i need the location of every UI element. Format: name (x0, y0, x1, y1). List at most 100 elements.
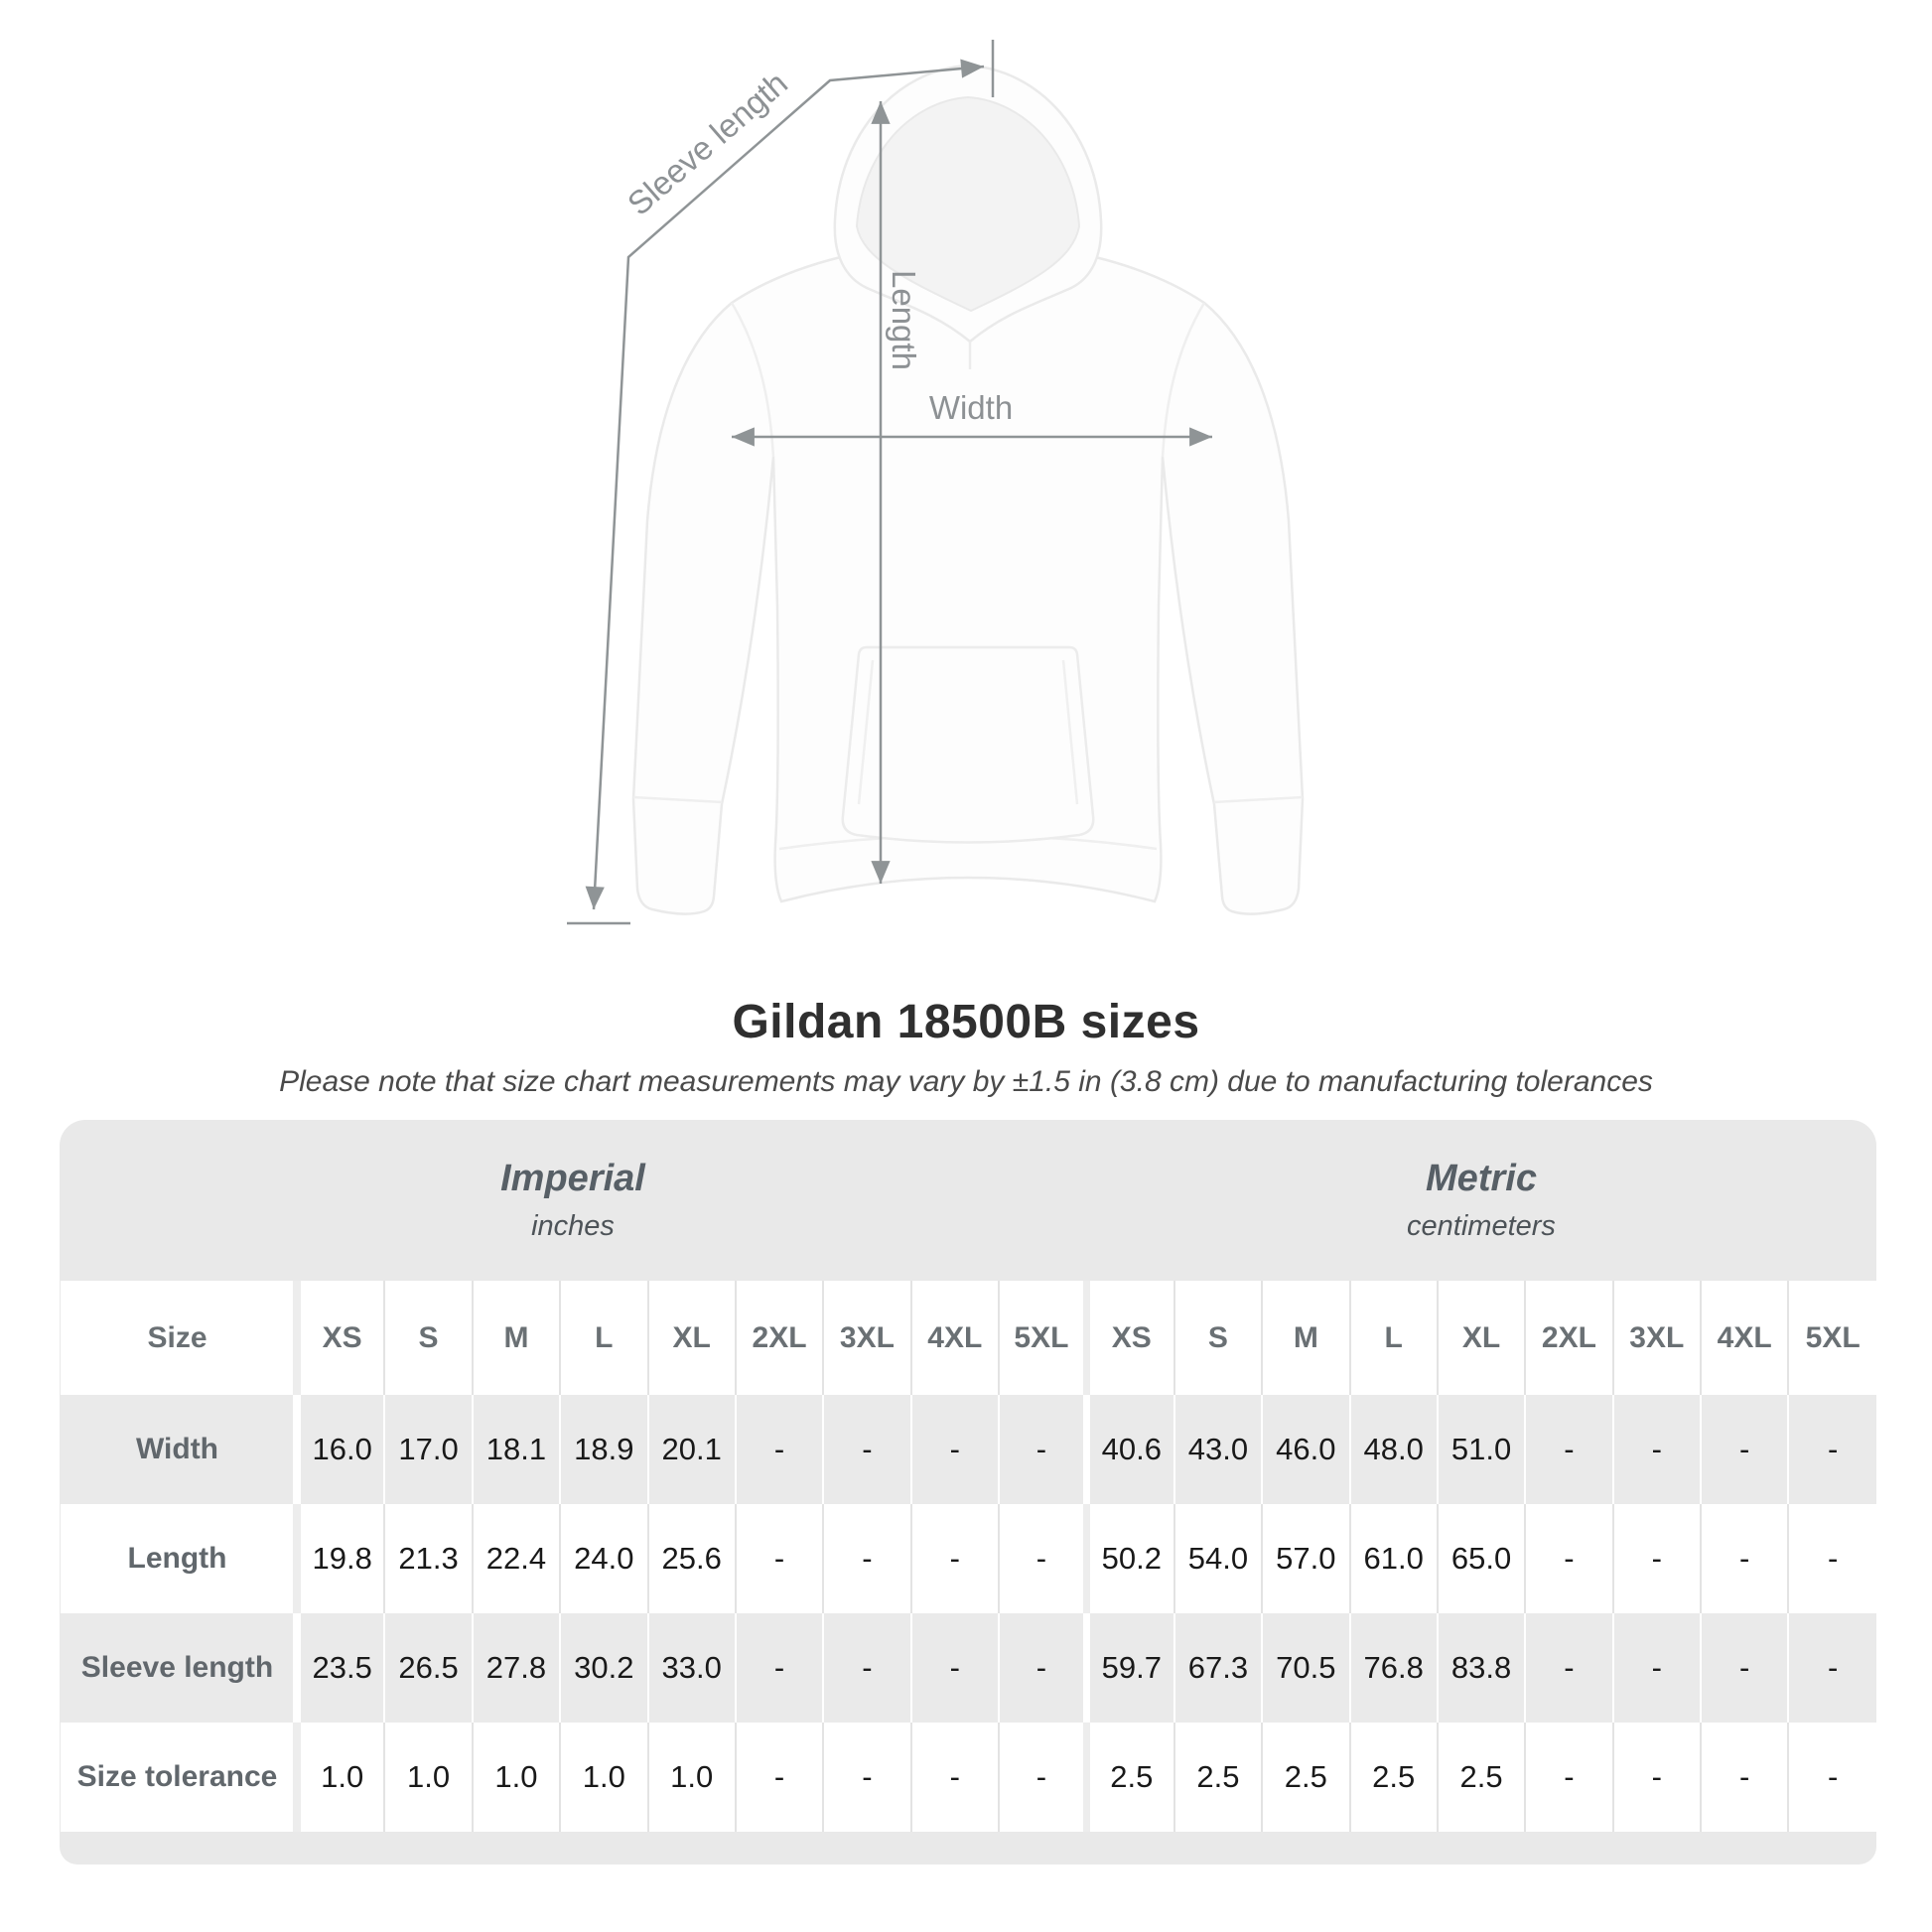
value-cell: - (997, 1504, 1087, 1613)
size-header-cell: 4XL (909, 1281, 999, 1395)
metric-unit: centimeters (1407, 1210, 1556, 1242)
value-cell: 25.6 (646, 1504, 736, 1613)
sleeve-length-arrow (567, 40, 995, 925)
value-cell: - (1611, 1395, 1701, 1504)
size-header-cell: XL (1436, 1281, 1526, 1395)
value-cell: - (734, 1395, 824, 1504)
size-header-cell: 5XL (997, 1281, 1087, 1395)
sleeve-length-label: Sleeve length (621, 65, 794, 222)
metric-label: Metric (1426, 1158, 1537, 1199)
value-cell: 17.0 (383, 1395, 473, 1504)
value-cell: - (1611, 1504, 1701, 1613)
value-cell: 50.2 (1082, 1504, 1174, 1613)
value-cell: - (909, 1504, 999, 1613)
value-cell: - (909, 1723, 999, 1832)
value-cell: - (1699, 1613, 1789, 1723)
size-table: Size XS S M L XL 2XL 3XL 4XL 5XL XS S M … (60, 1281, 1876, 1832)
value-cell: 43.0 (1173, 1395, 1263, 1504)
value-cell: 18.1 (471, 1395, 561, 1504)
size-header-cell: 3XL (822, 1281, 911, 1395)
value-cell: 59.7 (1082, 1613, 1174, 1723)
table-row-length: Length 19.8 21.3 22.4 24.0 25.6 - - - - … (61, 1504, 1876, 1613)
value-cell: - (1611, 1723, 1701, 1832)
size-header-cell: XL (646, 1281, 736, 1395)
value-cell: 1.0 (383, 1723, 473, 1832)
value-cell: - (822, 1504, 911, 1613)
size-header-row: Size XS S M L XL 2XL 3XL 4XL 5XL XS S M … (61, 1281, 1876, 1395)
value-cell: 18.9 (559, 1395, 648, 1504)
value-cell: 83.8 (1436, 1613, 1526, 1723)
row-label: Length (127, 1542, 227, 1575)
size-header-cell: 2XL (1524, 1281, 1613, 1395)
value-cell: - (1524, 1613, 1613, 1723)
value-cell: 46.0 (1261, 1395, 1350, 1504)
value-cell: 51.0 (1436, 1395, 1526, 1504)
size-header-cell: L (1348, 1281, 1438, 1395)
value-cell: - (1699, 1504, 1789, 1613)
value-cell: 19.8 (292, 1504, 385, 1613)
value-cell: - (997, 1613, 1087, 1723)
size-chart-card: Imperial inches Metric centimeters Size … (60, 1120, 1876, 1864)
row-label: Sleeve length (80, 1651, 274, 1684)
value-cell: - (734, 1504, 824, 1613)
value-cell: 2.5 (1082, 1723, 1174, 1832)
value-cell: 48.0 (1348, 1395, 1438, 1504)
size-header-cell: 5XL (1787, 1281, 1876, 1395)
value-cell: - (1699, 1395, 1789, 1504)
value-cell: 70.5 (1261, 1613, 1350, 1723)
size-header-cell: L (559, 1281, 648, 1395)
size-header-cell: 2XL (734, 1281, 824, 1395)
page-title: Gildan 18500B sizes (732, 996, 1200, 1048)
size-header-cell: S (1173, 1281, 1263, 1395)
value-cell: 2.5 (1261, 1723, 1350, 1832)
width-label: Width (929, 389, 1013, 426)
value-cell: 20.1 (646, 1395, 736, 1504)
value-cell: 2.5 (1436, 1723, 1526, 1832)
title-block: Gildan 18500B sizes Please note that siz… (0, 995, 1932, 1099)
size-header-cell: S (383, 1281, 473, 1395)
value-cell: 54.0 (1173, 1504, 1263, 1613)
value-cell: - (997, 1395, 1087, 1504)
imperial-label: Imperial (500, 1158, 645, 1199)
value-cell: 1.0 (559, 1723, 648, 1832)
value-cell: - (909, 1613, 999, 1723)
value-cell: 40.6 (1082, 1395, 1174, 1504)
value-cell: - (1787, 1723, 1876, 1832)
table-row-width: Width 16.0 17.0 18.1 18.9 20.1 - - - - 4… (61, 1395, 1876, 1504)
size-header-cell: M (471, 1281, 561, 1395)
value-cell: 61.0 (1348, 1504, 1438, 1613)
value-cell: - (1611, 1613, 1701, 1723)
metric-group: Metric centimeters (1086, 1158, 1876, 1243)
size-header-cell: 4XL (1699, 1281, 1789, 1395)
value-cell: 1.0 (471, 1723, 561, 1832)
value-cell: - (1524, 1504, 1613, 1613)
length-label: Length (886, 270, 922, 370)
value-cell: - (822, 1723, 911, 1832)
value-cell: 24.0 (559, 1504, 648, 1613)
row-label: Width (135, 1433, 219, 1465)
value-cell: - (1787, 1613, 1876, 1723)
value-cell: - (822, 1613, 911, 1723)
value-cell: 65.0 (1436, 1504, 1526, 1613)
value-cell: 2.5 (1348, 1723, 1438, 1832)
hoodie-illustration: Sleeve length Length Width (567, 40, 1305, 925)
value-cell: 67.3 (1173, 1613, 1263, 1723)
imperial-group: Imperial inches (60, 1158, 1086, 1243)
value-cell: - (734, 1613, 824, 1723)
value-cell: - (734, 1723, 824, 1832)
hoodie-shape (631, 64, 1305, 915)
value-cell: - (997, 1723, 1087, 1832)
value-cell: 76.8 (1348, 1613, 1438, 1723)
size-header-cell: 3XL (1611, 1281, 1701, 1395)
value-cell: - (1524, 1395, 1613, 1504)
value-cell: - (1524, 1723, 1613, 1832)
value-cell: 57.0 (1261, 1504, 1350, 1613)
row-label: Size tolerance (76, 1760, 278, 1793)
value-cell: 23.5 (292, 1613, 385, 1723)
value-cell: 22.4 (471, 1504, 561, 1613)
value-cell: 1.0 (646, 1723, 736, 1832)
value-cell: 27.8 (471, 1613, 561, 1723)
size-header-cell: XS (292, 1281, 385, 1395)
value-cell: 1.0 (292, 1723, 385, 1832)
size-header-cell: M (1261, 1281, 1350, 1395)
